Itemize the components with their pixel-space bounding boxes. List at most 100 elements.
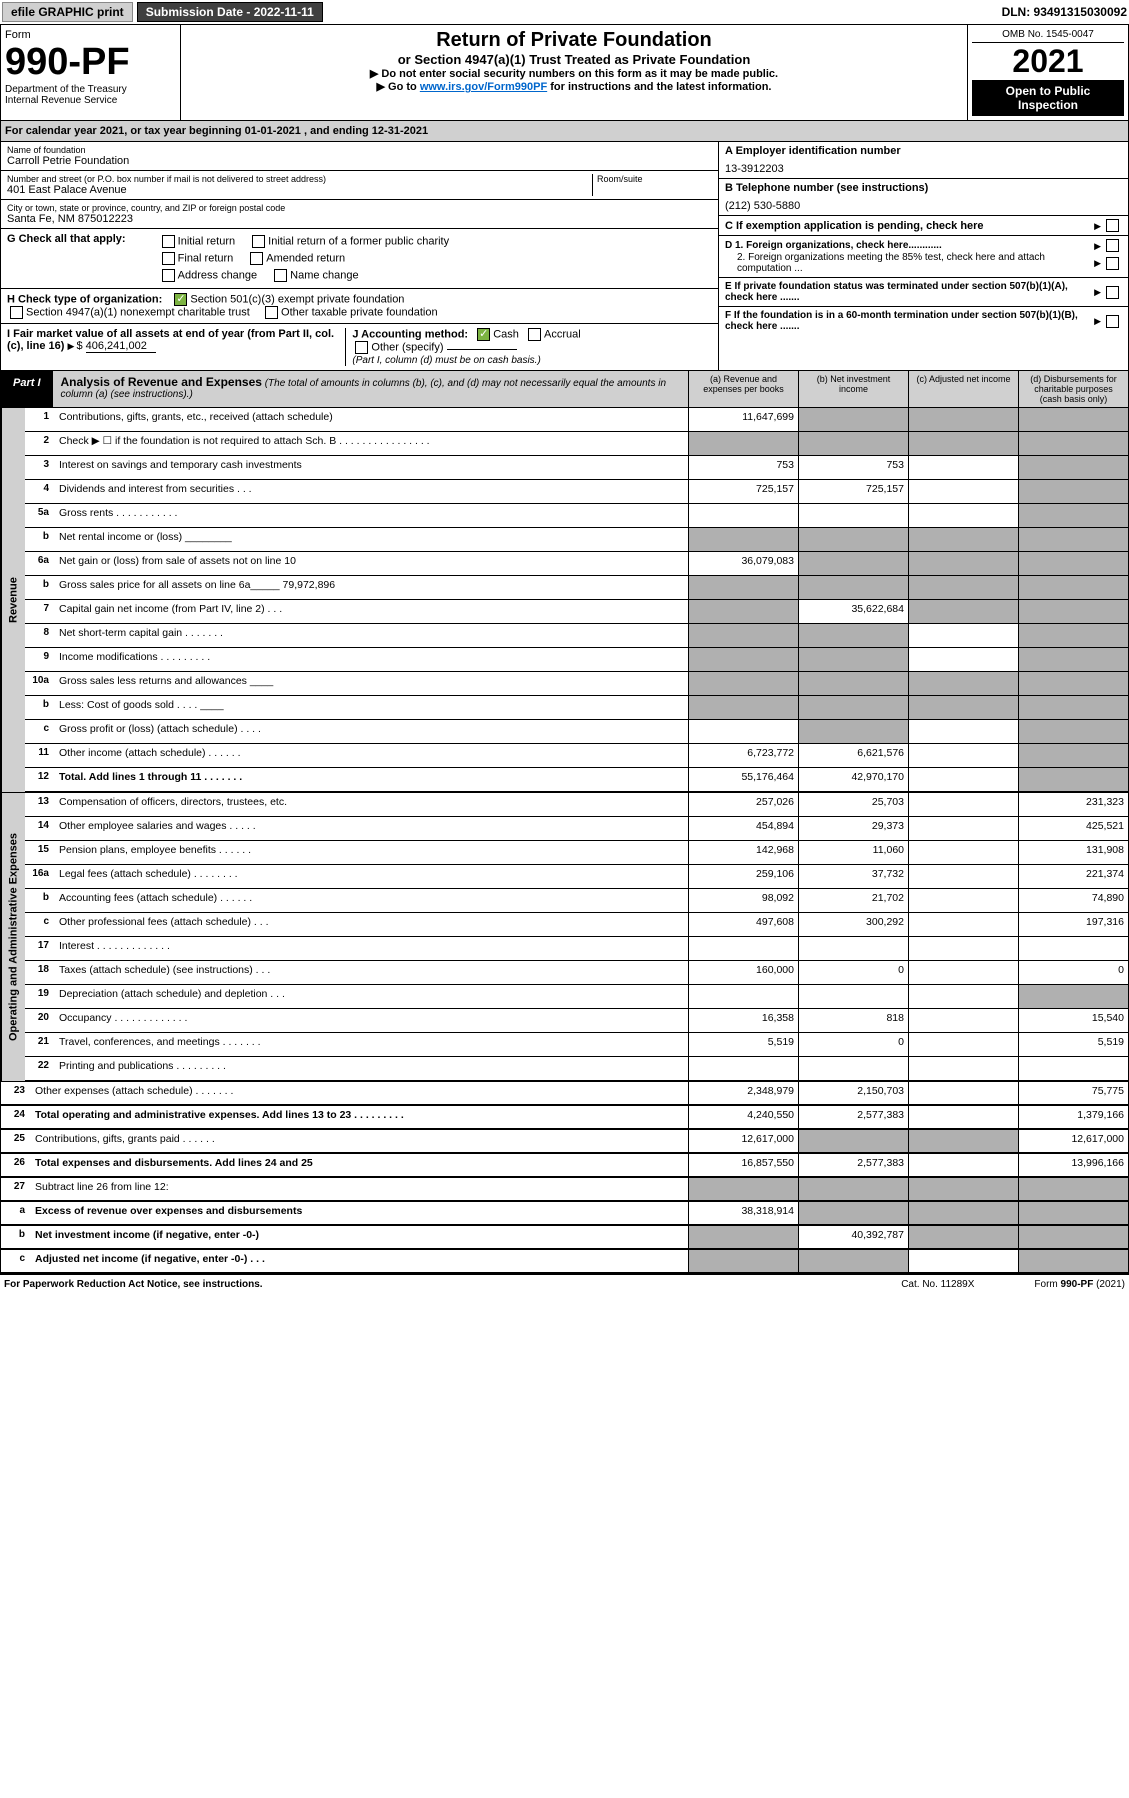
cell-col-b — [798, 1178, 908, 1200]
cell-col-dd — [1018, 985, 1128, 1008]
table-row: bLess: Cost of goods sold . . . . ____ — [25, 696, 1128, 720]
line-number: 17 — [25, 937, 55, 960]
cell-col-a: 16,358 — [688, 1009, 798, 1032]
cell-col-c — [908, 648, 1018, 671]
cell-col-c — [908, 961, 1018, 984]
line-desc: Travel, conferences, and meetings . . . … — [55, 1033, 688, 1056]
e-checkbox[interactable] — [1106, 286, 1119, 299]
cell-col-b — [798, 985, 908, 1008]
cell-col-b: 725,157 — [798, 480, 908, 503]
amended-return-checkbox[interactable] — [250, 252, 263, 265]
addr-value: 401 East Palace Avenue — [7, 184, 592, 196]
501c3-checkbox[interactable] — [174, 293, 187, 306]
cell-col-a: 257,026 — [688, 793, 798, 816]
cell-col-c — [908, 985, 1018, 1008]
cell-col-b: 35,622,684 — [798, 600, 908, 623]
form990pf-link[interactable]: www.irs.gov/Form990PF — [420, 81, 547, 93]
g-opt-3: Amended return — [266, 252, 345, 264]
line-number: 19 — [25, 985, 55, 1008]
cell-col-c — [908, 720, 1018, 743]
line-number: b — [1, 1226, 31, 1248]
cell-col-dd — [1018, 432, 1128, 455]
c-checkbox[interactable] — [1106, 219, 1119, 232]
line-number: b — [25, 696, 55, 719]
initial-return-checkbox[interactable] — [162, 235, 175, 248]
cell-col-b: 2,577,383 — [798, 1106, 908, 1128]
d1-checkbox[interactable] — [1106, 239, 1119, 252]
line-number: 27 — [1, 1178, 31, 1200]
line-number: b — [25, 576, 55, 599]
cell-col-dd — [1018, 600, 1128, 623]
line-number: 1 — [25, 408, 55, 431]
cell-col-b — [798, 1057, 908, 1080]
cell-col-c — [908, 744, 1018, 767]
line-number: a — [1, 1202, 31, 1224]
line-desc: Depreciation (attach schedule) and deple… — [55, 985, 688, 1008]
line-number: b — [25, 889, 55, 912]
cell-col-dd — [1018, 1226, 1128, 1248]
e-label: E If private foundation status was termi… — [725, 281, 1094, 303]
submission-button[interactable]: Submission Date - 2022-11-11 — [137, 2, 323, 22]
form-label: Form — [5, 29, 176, 41]
line-desc: Income modifications . . . . . . . . . — [55, 648, 688, 671]
cell-col-dd — [1018, 937, 1128, 960]
cell-col-dd: 15,540 — [1018, 1009, 1128, 1032]
cell-col-c — [908, 456, 1018, 479]
phone-value: (212) 530-5880 — [725, 194, 1122, 212]
cell-col-a: 5,519 — [688, 1033, 798, 1056]
table-row: 9Income modifications . . . . . . . . . — [25, 648, 1128, 672]
line-desc: Legal fees (attach schedule) . . . . . .… — [55, 865, 688, 888]
cell-col-b: 2,577,383 — [798, 1154, 908, 1176]
line-number: c — [25, 720, 55, 743]
cell-col-dd — [1018, 552, 1128, 575]
line-desc: Printing and publications . . . . . . . … — [55, 1057, 688, 1080]
b-label: B Telephone number (see instructions) — [725, 182, 1122, 194]
table-row: 19Depreciation (attach schedule) and dep… — [25, 985, 1128, 1009]
line-desc: Total operating and administrative expen… — [31, 1106, 688, 1128]
table-row: 18Taxes (attach schedule) (see instructi… — [25, 961, 1128, 985]
accrual-checkbox[interactable] — [528, 328, 541, 341]
final-return-checkbox[interactable] — [162, 252, 175, 265]
line-desc: Gross sales price for all assets on line… — [55, 576, 688, 599]
d2-checkbox[interactable] — [1106, 257, 1119, 270]
instr-2-post: for instructions and the latest informat… — [547, 81, 771, 93]
f-label: F If the foundation is in a 60-month ter… — [725, 310, 1094, 332]
i-label: I Fair market value of all assets at end… — [7, 328, 334, 352]
table-row: 25Contributions, gifts, grants paid . . … — [1, 1129, 1128, 1153]
name-change-checkbox[interactable] — [274, 269, 287, 282]
cell-col-a — [688, 504, 798, 527]
ein-value: 13-3912203 — [725, 157, 1122, 175]
footer-right: Form 990-PF (2021) — [1034, 1279, 1125, 1290]
other-taxable-checkbox[interactable] — [265, 306, 278, 319]
line-number: b — [25, 528, 55, 551]
efile-button[interactable]: efile GRAPHIC print — [2, 2, 133, 22]
cell-col-a: 98,092 — [688, 889, 798, 912]
line-number: 12 — [25, 768, 55, 791]
f-checkbox[interactable] — [1106, 315, 1119, 328]
table-row: 3Interest on savings and temporary cash … — [25, 456, 1128, 480]
table-row: 10aGross sales less returns and allowanc… — [25, 672, 1128, 696]
cell-col-a — [688, 985, 798, 1008]
cell-col-a — [688, 648, 798, 671]
table-row: 4Dividends and interest from securities … — [25, 480, 1128, 504]
line-desc: Pension plans, employee benefits . . . .… — [55, 841, 688, 864]
cash-checkbox[interactable] — [477, 328, 490, 341]
g-opt-5: Name change — [290, 269, 359, 281]
calendar-year-row: For calendar year 2021, or tax year begi… — [1, 121, 1128, 142]
line-desc: Less: Cost of goods sold . . . . ____ — [55, 696, 688, 719]
cell-col-b — [798, 432, 908, 455]
initial-public-checkbox[interactable] — [252, 235, 265, 248]
line-number: 10a — [25, 672, 55, 695]
cell-col-b — [798, 624, 908, 647]
table-row: 26Total expenses and disbursements. Add … — [1, 1153, 1128, 1177]
cell-col-a — [688, 720, 798, 743]
4947a1-checkbox[interactable] — [10, 306, 23, 319]
other-method-checkbox[interactable] — [355, 341, 368, 354]
cell-col-a: 4,240,550 — [688, 1106, 798, 1128]
table-row: aExcess of revenue over expenses and dis… — [1, 1201, 1128, 1225]
address-change-checkbox[interactable] — [162, 269, 175, 282]
col-c-header: (c) Adjusted net income — [908, 371, 1018, 407]
cell-col-c — [908, 1033, 1018, 1056]
cell-col-b — [798, 672, 908, 695]
cell-col-c — [908, 913, 1018, 936]
